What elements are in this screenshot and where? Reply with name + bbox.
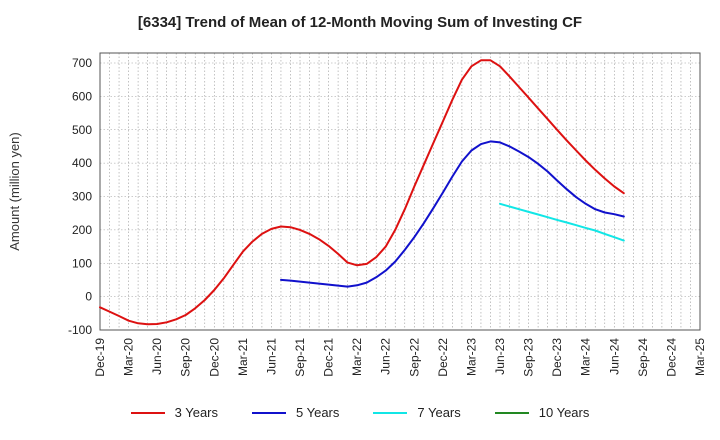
y-tick-label: 100 xyxy=(72,256,92,270)
legend-item-7-years: 7 Years xyxy=(373,405,461,420)
legend-label: 3 Years xyxy=(174,405,218,420)
y-tick-label: 600 xyxy=(72,89,92,103)
x-tick-label: Dec-24 xyxy=(664,338,678,377)
y-tick-label: 400 xyxy=(72,156,92,170)
legend-item-3-years: 3 Years xyxy=(130,405,218,420)
legend-swatch xyxy=(494,411,529,414)
grid xyxy=(100,53,700,331)
legend-swatch xyxy=(130,411,165,414)
x-tick-label: Jun-21 xyxy=(264,338,278,375)
series-layer xyxy=(99,59,625,326)
x-tick-label: Sep-24 xyxy=(636,338,650,377)
series-line-5-years xyxy=(280,140,625,288)
y-tick-label: 300 xyxy=(72,190,92,204)
y-axis-label: Amount (million yen) xyxy=(7,132,22,251)
y-tick-label: -100 xyxy=(68,323,92,337)
legend-label: 5 Years xyxy=(296,405,340,420)
legend: 3 Years 5 Years 7 Years 10 Years xyxy=(0,405,720,420)
y-axis-ticks: -100 0 100 200 300 400 500 600 700 xyxy=(68,56,92,337)
legend-label: 7 Years xyxy=(417,405,461,420)
legend-item-10-years: 10 Years xyxy=(494,405,590,420)
y-tick-label: 700 xyxy=(72,56,92,70)
x-tick-label: Sep-20 xyxy=(179,338,193,377)
x-tick-label: Jun-22 xyxy=(379,338,393,375)
x-tick-label: Jun-24 xyxy=(607,338,621,375)
legend-label: 10 Years xyxy=(538,405,590,420)
x-tick-label: Dec-22 xyxy=(436,338,450,377)
series-line-3-years xyxy=(99,59,625,326)
legend-item-5-years: 5 Years xyxy=(252,405,339,420)
legend-swatch xyxy=(373,411,408,414)
y-tick-label: 500 xyxy=(72,123,92,137)
x-tick-label: Sep-23 xyxy=(522,338,536,377)
series-line-7-years xyxy=(499,202,625,242)
plot-frame xyxy=(99,52,701,331)
x-tick-label: Dec-21 xyxy=(322,338,336,377)
x-tick-label: Dec-19 xyxy=(93,338,107,377)
x-tick-label: Jun-20 xyxy=(150,338,164,375)
x-tick-label: Sep-21 xyxy=(293,338,307,377)
x-tick-label: Mar-24 xyxy=(579,338,593,376)
x-tick-label: Dec-20 xyxy=(207,338,221,377)
x-tick-label: Jun-23 xyxy=(493,338,507,375)
x-tick-label: Mar-22 xyxy=(350,338,364,376)
x-tick-label: Dec-23 xyxy=(550,338,564,377)
x-axis-ticks: Dec-19 Mar-20 Jun-20 Sep-20 Dec-20 Mar-21 Jun-… xyxy=(93,338,707,377)
x-tick-label: Mar-20 xyxy=(122,338,136,376)
y-tick-label: 0 xyxy=(85,290,92,304)
x-tick-label: Mar-21 xyxy=(236,338,250,376)
x-tick-label: Mar-25 xyxy=(693,338,707,376)
y-tick-label: 200 xyxy=(72,223,92,237)
x-tick-label: Mar-23 xyxy=(464,338,478,376)
x-tick-label: Sep-22 xyxy=(407,338,421,377)
chart-title: [6334] Trend of Mean of 12-Month Moving … xyxy=(137,14,583,31)
legend-swatch xyxy=(252,411,286,414)
